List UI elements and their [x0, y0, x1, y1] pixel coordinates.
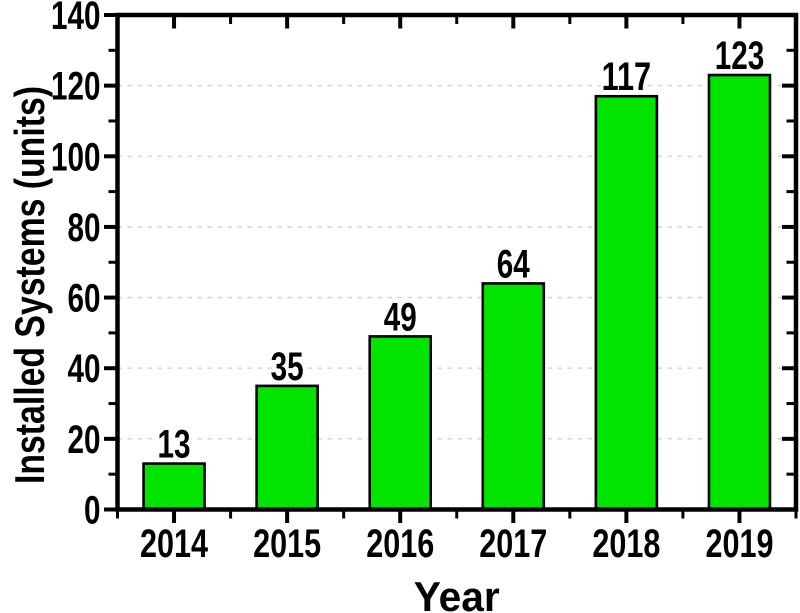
x-axis-title: Year — [414, 573, 500, 613]
y-tick-label: 100 — [51, 135, 101, 179]
y-tick-label: 80 — [68, 206, 101, 250]
bar-2014 — [142, 462, 206, 511]
bar-2019 — [707, 73, 772, 511]
bar-2015 — [255, 384, 319, 511]
y-tick-label: 140 — [51, 0, 101, 38]
y-axis-title: Installed Systems (units) — [6, 86, 53, 484]
y-tick-label: 20 — [68, 418, 101, 462]
bar-2018 — [594, 94, 659, 511]
bar-value-label: 123 — [715, 34, 765, 78]
bar-value-label: 35 — [271, 345, 304, 389]
y-tick-label: 120 — [51, 65, 101, 109]
x-tick-label: 2014 — [140, 522, 209, 566]
bar-value-label: 49 — [384, 295, 417, 339]
bar-2017 — [481, 282, 546, 511]
bar-value-label: 13 — [158, 423, 191, 467]
bar-value-label: 117 — [602, 55, 652, 99]
bar-value-label: 64 — [497, 242, 531, 286]
x-tick-label: 2019 — [705, 522, 773, 566]
x-tick-label: 2017 — [479, 522, 547, 566]
y-tick-label: 0 — [84, 489, 101, 533]
y-tick-label: 60 — [68, 277, 101, 321]
x-tick-label: 2016 — [366, 522, 434, 566]
x-tick-label: 2015 — [253, 522, 321, 566]
x-tick-label: 2018 — [592, 522, 660, 566]
y-tick-label: 40 — [68, 347, 101, 391]
bar-2016 — [368, 335, 433, 511]
